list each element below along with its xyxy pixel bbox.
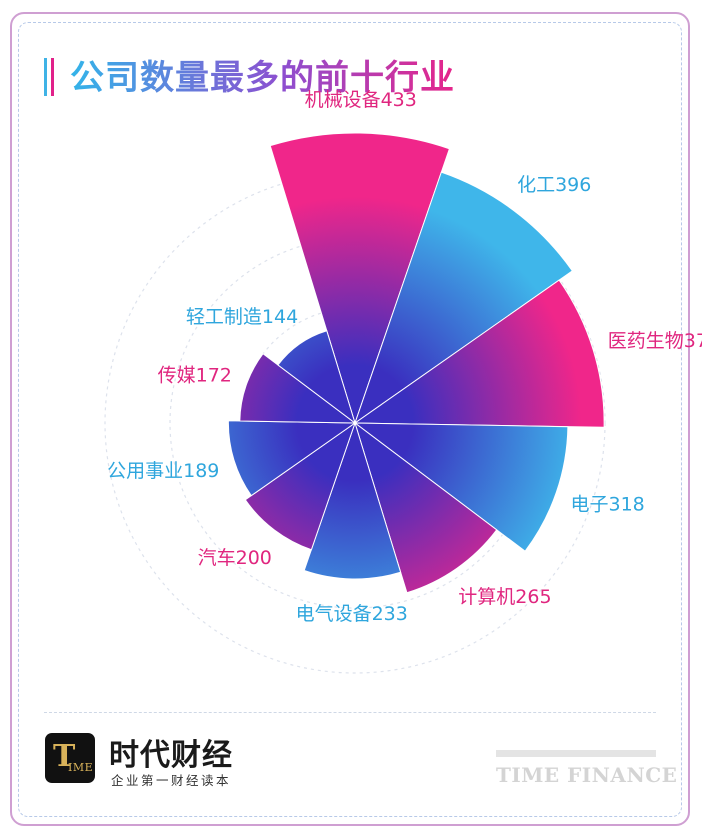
rose-chart: 机械设备433 化工396 医药生物372 电子318 计算机265 电气设备233 汽车2… [104,89,702,674]
label-公用事业: 公用事业189 [107,460,219,482]
label-计算机: 计算机265 [458,586,551,608]
sector-汽车 [244,421,356,551]
footer-divider [44,712,656,713]
sector-传媒 [239,352,357,424]
sector-计算机 [354,421,498,594]
label-汽车: 汽车200 [198,547,272,569]
sector-电子 [353,422,569,552]
time-logo: T IME [45,733,95,783]
sector-公用事业 [227,420,357,497]
sector-化工 [354,171,573,425]
brand-name: 时代财经 [109,738,233,773]
brand-slogan: 企业第一财经读本 [111,773,232,788]
sector-医药生物 [353,279,605,428]
title-accent-bar-blue [44,58,47,96]
rose-sectors [227,132,605,594]
sector-轻工制造 [277,330,356,425]
label-轻工制造: 轻工制造144 [186,306,298,328]
outer-frame [10,12,690,826]
label-机械设备: 机械设备433 [305,89,417,111]
label-电气设备: 电气设备233 [296,603,408,625]
label-电子: 电子318 [571,493,645,515]
label-医药生物: 医药生物372 [608,330,702,352]
title-accent-bar-pink [51,58,54,96]
chart-title: 公司数量最多的前十行业 [70,50,455,99]
sector-机械设备 [269,132,451,425]
rose-labels: 机械设备433 化工396 医药生物372 电子318 计算机265 电气设备233 汽车2… [107,89,702,625]
label-传媒: 传媒172 [158,364,232,386]
label-化工: 化工396 [517,174,591,196]
english-brand-line [496,750,656,757]
logo-letter: T [53,739,76,774]
sector-电气设备 [303,421,402,580]
english-brand: TIME FINANCE [496,763,678,787]
inner-frame [18,22,682,817]
logo-text: IME [68,761,94,774]
